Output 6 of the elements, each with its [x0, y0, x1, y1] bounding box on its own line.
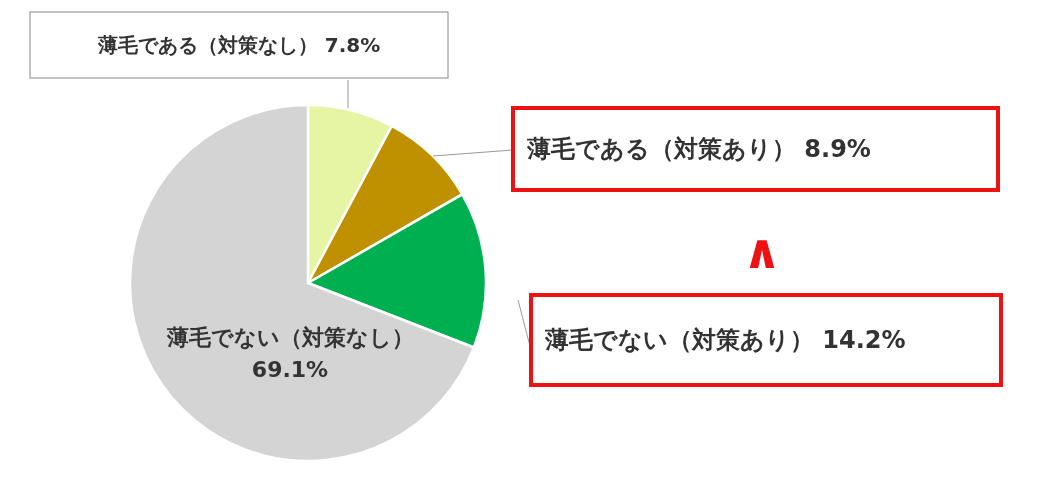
slice-label: 薄毛でない（対策あり） 14.2%	[544, 326, 906, 355]
slice-label: 薄毛である（対策あり） 8.9%	[526, 135, 871, 164]
slice-label: 薄毛でない（対策なし）	[165, 325, 414, 350]
slice-label: 薄毛である（対策なし） 7.8%	[96, 33, 381, 57]
data-label: 69.1%	[251, 357, 329, 382]
text: ∧	[742, 223, 782, 279]
